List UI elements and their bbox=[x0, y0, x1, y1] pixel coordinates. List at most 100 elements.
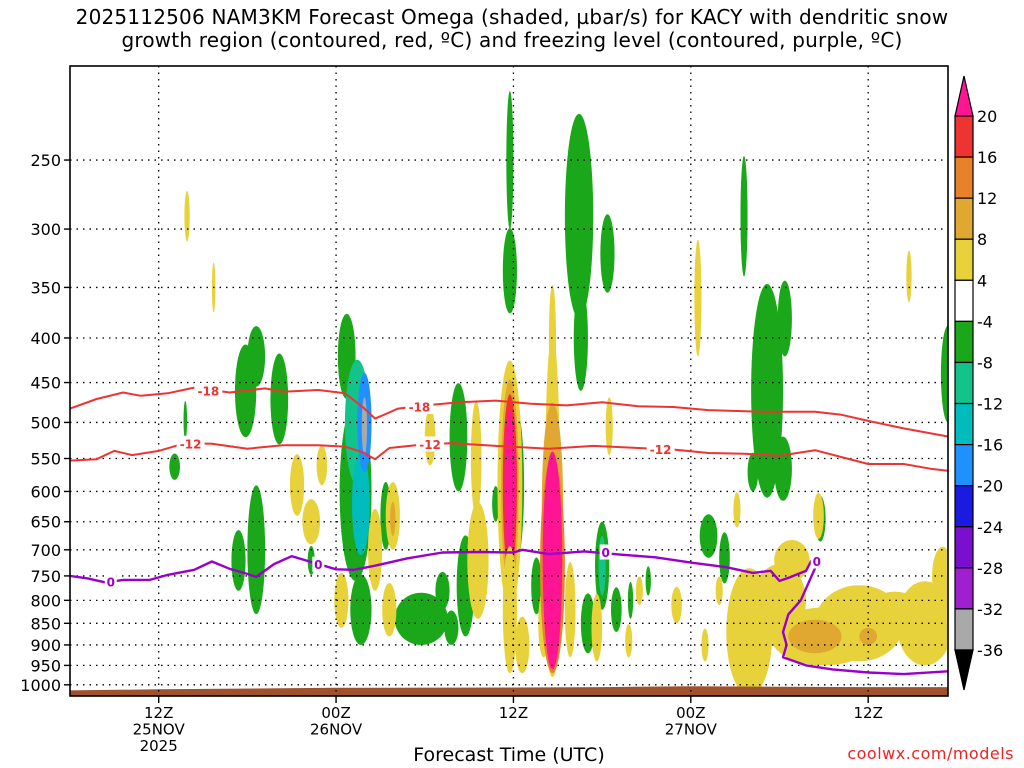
omega-region bbox=[435, 571, 450, 610]
contour-label-minus18: -18 bbox=[409, 400, 431, 414]
colorbar-label: 16 bbox=[977, 148, 997, 167]
y-tick-label: 1000 bbox=[20, 676, 61, 695]
y-tick-label: 950 bbox=[30, 656, 61, 675]
omega-region bbox=[352, 452, 370, 556]
colorbar-label: 4 bbox=[977, 271, 987, 290]
omega-region bbox=[183, 400, 188, 440]
omega-region bbox=[740, 156, 748, 277]
omega-region bbox=[701, 628, 709, 662]
omega-region bbox=[169, 453, 180, 480]
credit-text: coolwx.com/models bbox=[847, 744, 1014, 763]
omega-region bbox=[390, 501, 396, 537]
omega-region bbox=[350, 574, 372, 645]
x-tick-label: 12Z bbox=[144, 704, 173, 722]
omega-region bbox=[394, 592, 448, 645]
colorbar-segment bbox=[954, 485, 974, 528]
contour-label-freezing: 0 bbox=[813, 555, 821, 569]
terrain-fill bbox=[70, 686, 948, 696]
y-tick-label: 800 bbox=[30, 591, 61, 610]
omega-region bbox=[382, 582, 397, 637]
omega-region bbox=[367, 508, 383, 591]
contour-label-minus12: -12 bbox=[419, 438, 441, 452]
omega-region bbox=[184, 190, 190, 242]
y-tick-label: 600 bbox=[30, 482, 61, 501]
omega-region bbox=[906, 250, 912, 303]
colorbar-label: -4 bbox=[977, 312, 993, 331]
contour-label-minus12-bg bbox=[646, 441, 675, 457]
colorbar-label: -8 bbox=[977, 353, 993, 372]
colorbar-segment bbox=[954, 608, 974, 651]
contour-label-minus12: -12 bbox=[180, 437, 202, 451]
contour-label-freezing: 0 bbox=[601, 546, 609, 560]
y-tick-label: 400 bbox=[30, 329, 61, 348]
colorbar-label: 20 bbox=[977, 107, 997, 126]
colorbar-segment bbox=[954, 567, 974, 610]
contour-freezing-level bbox=[70, 548, 948, 676]
omega-region bbox=[334, 572, 349, 628]
colorbar-segment bbox=[954, 320, 974, 364]
y-tick-label: 850 bbox=[30, 614, 61, 633]
x-tick-label: 26NOV bbox=[310, 721, 363, 739]
omega-region bbox=[580, 593, 596, 654]
omega-region bbox=[635, 576, 643, 606]
colorbar-segment bbox=[954, 361, 974, 405]
omega-region bbox=[361, 397, 368, 456]
contour-label-freezing: 0 bbox=[314, 558, 322, 572]
contour-label-minus18-bg bbox=[194, 382, 223, 398]
contour-label-freezing-bg bbox=[599, 544, 612, 560]
omega-region bbox=[270, 353, 289, 445]
x-axis-title: Forecast Time (UTC) bbox=[413, 744, 605, 766]
x-tick-label: 00Z bbox=[321, 704, 350, 722]
contour-label-freezing-bg bbox=[810, 553, 823, 569]
colorbar-label: -28 bbox=[977, 559, 1003, 578]
colorbar-segment bbox=[954, 279, 974, 322]
omega-region bbox=[625, 624, 633, 658]
x-tick-label: 12Z bbox=[853, 704, 882, 722]
omega-region bbox=[504, 409, 516, 561]
omega-region bbox=[733, 492, 741, 528]
colorbar-segment bbox=[954, 402, 974, 446]
contour-label-minus12: -12 bbox=[650, 443, 672, 457]
omega-region bbox=[719, 532, 730, 584]
omega-region bbox=[542, 451, 563, 670]
y-tick-label: 250 bbox=[30, 151, 61, 170]
chart-title-line1: 2025112506 NAM3KM Forecast Omega (shaded… bbox=[75, 5, 949, 29]
omega-region bbox=[859, 627, 878, 645]
y-axis: 250 300 350 400 450 500 550 600 650 700 750 800 850 9… bbox=[20, 151, 70, 695]
omega-region bbox=[515, 616, 530, 674]
omega-region bbox=[694, 239, 702, 357]
x-tick-label: 12Z bbox=[499, 704, 528, 722]
omega-region bbox=[774, 539, 810, 581]
x-tick-label: 25NOV bbox=[133, 721, 186, 739]
colorbar-segment bbox=[954, 649, 974, 691]
omega-region bbox=[777, 280, 792, 357]
grid-lines bbox=[70, 66, 948, 696]
omega-region bbox=[813, 492, 824, 539]
omega-region bbox=[645, 566, 651, 596]
omega-region bbox=[600, 214, 615, 293]
colorbar-label: -24 bbox=[977, 518, 1003, 537]
omega-region bbox=[231, 530, 246, 591]
colorbar-label: -16 bbox=[977, 436, 1003, 455]
x-tick-label: 2025 bbox=[140, 737, 178, 755]
contour-label-freezing-bg bbox=[104, 573, 117, 589]
omega-region bbox=[492, 485, 500, 522]
y-tick-label: 350 bbox=[30, 278, 61, 297]
omega-region bbox=[699, 514, 718, 558]
omega-region bbox=[316, 445, 328, 486]
y-tick-label: 700 bbox=[30, 541, 61, 560]
omega-region bbox=[671, 586, 682, 624]
omega-region bbox=[289, 454, 305, 516]
colorbar-label: -36 bbox=[977, 641, 1003, 660]
colorbar-segment bbox=[954, 156, 974, 199]
y-tick-label: 550 bbox=[30, 450, 61, 469]
colorbar-label: -12 bbox=[977, 395, 1003, 414]
omega-region bbox=[627, 581, 634, 619]
omega-shading-layer bbox=[169, 91, 948, 696]
y-tick-label: 450 bbox=[30, 374, 61, 393]
omega-region bbox=[247, 326, 266, 387]
omega-region bbox=[564, 113, 594, 319]
colorbar-label: -32 bbox=[977, 600, 1003, 619]
